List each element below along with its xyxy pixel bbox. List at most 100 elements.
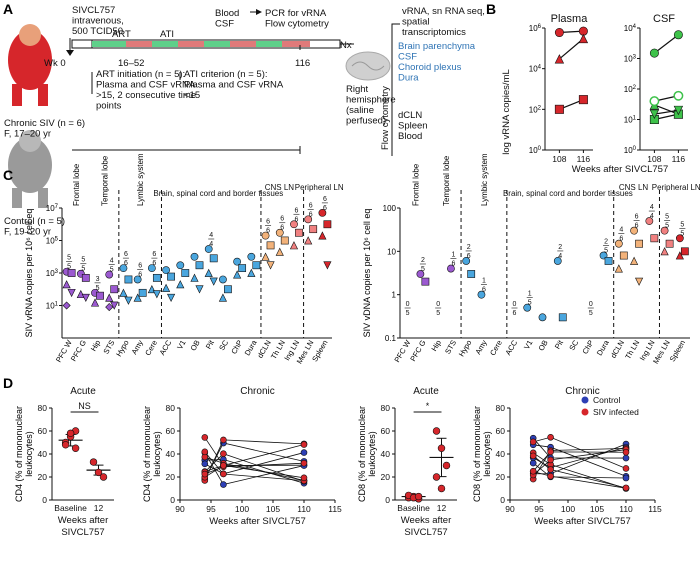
data-point — [167, 272, 175, 281]
subject-line — [532, 437, 627, 459]
data-point — [619, 251, 628, 260]
data-point — [105, 270, 114, 279]
subject-line — [533, 446, 627, 469]
chart-plasma: Plasma 100 102 104 106 108 116 — [529, 13, 593, 164]
data-point — [190, 273, 199, 282]
y-tick-label: 80 — [38, 403, 48, 413]
fraction-numerator: 2 — [421, 257, 425, 264]
downstream-assays-label: vRNA, sn RNA seq, spatial transcriptomics — [402, 6, 485, 38]
y-tick-label: 104 — [624, 24, 637, 33]
fraction-numerator: 1 — [528, 291, 532, 298]
data-point — [219, 275, 227, 284]
y-tick-label: 102 — [624, 85, 637, 94]
group-label: Lymbic system — [480, 153, 489, 206]
data-point — [622, 484, 630, 492]
fraction-denominator: 5 — [528, 300, 532, 307]
data-point — [578, 95, 588, 105]
data-point — [119, 288, 128, 297]
group-label: Brain, spinal cord and border tissues — [153, 189, 283, 198]
group-label: Temporal lobe — [101, 155, 110, 206]
end-week-label: 116 — [295, 58, 310, 69]
legend-label: SIV infected — [593, 407, 639, 417]
data-point — [467, 270, 476, 278]
data-point — [195, 261, 204, 270]
fraction-denominator: 5 — [680, 230, 684, 237]
y-tick-label: 20 — [381, 472, 391, 482]
data-point — [650, 234, 659, 243]
fraction-denominator: 6 — [295, 216, 299, 223]
fraction-denominator: 6 — [280, 225, 284, 232]
fraction-numerator: 6 — [295, 207, 299, 214]
fraction-denominator: 6 — [513, 310, 517, 317]
y-tick-label: 80 — [381, 403, 391, 413]
y-axis-label-2: leukocytes) — [24, 431, 34, 477]
y-tick-label: 0 — [385, 495, 390, 505]
data-point — [529, 467, 537, 475]
fraction-numerator: 0 — [513, 301, 517, 308]
fraction-denominator: 6 — [635, 223, 639, 230]
x-tick-label: 110 — [297, 504, 311, 514]
fraction-numerator: 5 — [665, 214, 669, 221]
x-tick-label: Spleen — [668, 339, 687, 364]
data-point — [673, 30, 683, 40]
group-label: Peripheral LN — [652, 183, 700, 192]
y-tick-label: 0 — [500, 495, 505, 505]
phase-segment — [126, 41, 152, 47]
x-tick-label: V1 — [175, 339, 187, 351]
data-point — [547, 472, 554, 480]
fraction-denominator: 6 — [482, 287, 486, 294]
data-point — [554, 28, 564, 38]
data-point — [529, 452, 537, 460]
x-tick-label: 90 — [505, 504, 515, 514]
data-point — [323, 261, 332, 270]
data-point — [176, 280, 185, 289]
fraction-denominator: 6 — [138, 271, 142, 278]
panel-b-label: B — [486, 1, 496, 17]
data-point — [67, 288, 76, 298]
y-tick-label: 104 — [529, 65, 542, 74]
chart-cd8-chronic: Chronic 0 20 40 60 80 90 95 100 105 110 115 Weeks af… — [472, 386, 662, 527]
x-tick-label: Pit — [204, 338, 217, 351]
x-tick-label: Baseline — [54, 503, 87, 513]
data-point — [529, 438, 537, 446]
fraction-denominator: 5 — [589, 310, 593, 317]
sampling-label: Blood CSF — [215, 8, 239, 30]
data-point — [195, 285, 204, 294]
fraction-denominator: 6 — [124, 260, 128, 267]
data-point — [176, 261, 185, 270]
fraction-numerator: 1 — [482, 278, 486, 285]
data-point — [162, 266, 170, 275]
group-label: CNS LN — [265, 183, 295, 192]
fraction-numerator: 4 — [650, 204, 654, 211]
x-tick-label: 95 — [206, 504, 216, 514]
chart-title: Acute — [413, 386, 439, 397]
fraction-numerator: 6 — [266, 219, 270, 226]
y-tick-label: 40 — [381, 449, 391, 459]
data-point — [201, 448, 209, 456]
x-tick-label: 116 — [672, 154, 686, 164]
panel-a-label: A — [3, 1, 13, 17]
data-point — [634, 277, 644, 286]
data-point — [233, 257, 242, 266]
data-point — [201, 434, 209, 441]
x-axis-label: Weeks after — [58, 515, 109, 526]
fraction-numerator: 2 — [604, 239, 608, 246]
fraction-numerator: 6 — [323, 196, 327, 203]
data-point — [252, 261, 261, 270]
data-point — [300, 459, 308, 467]
data-point — [152, 290, 161, 299]
data-point — [201, 470, 209, 478]
x-tick-label: V1 — [522, 339, 534, 351]
data-point — [547, 448, 554, 456]
fraction-numerator: 2 — [558, 244, 562, 251]
y-tick-label: 60 — [381, 426, 391, 436]
fraction-denominator: 4 — [209, 241, 213, 248]
x-axis-label: Weeks after — [401, 515, 452, 526]
fraction-denominator: 6 — [309, 211, 313, 218]
fraction-numerator: 1 — [451, 252, 455, 259]
y-tick-label: 103 — [46, 269, 59, 278]
data-point — [547, 433, 554, 441]
data-point — [477, 290, 486, 299]
data-point — [421, 277, 430, 286]
